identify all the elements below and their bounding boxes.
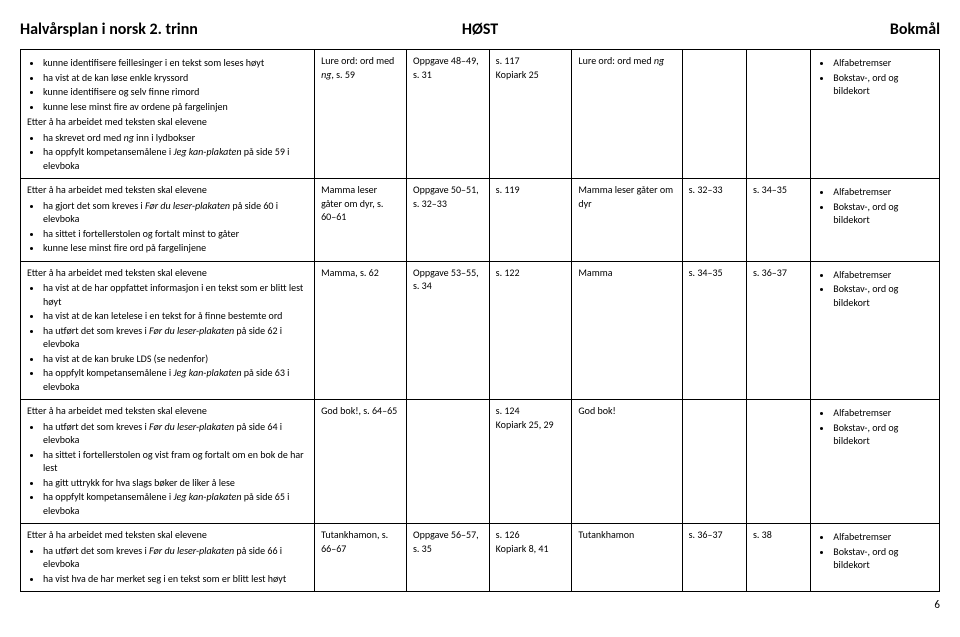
materials-cell: AlfabetremserBokstav-, ord og bildekort	[811, 524, 940, 592]
material-item: Bokstav-, ord og bildekort	[833, 421, 933, 448]
col5-cell: Mamma leser gåter om dyr	[572, 179, 682, 262]
material-item: Alfabetremser	[833, 406, 933, 420]
goal-item: ha vist hva de har merket seg i en tekst…	[43, 572, 308, 586]
col4-cell: s. 124Kopiark 25, 29	[489, 400, 572, 524]
goal-item: kunne lese minst fire ord på fargelinjen…	[43, 241, 308, 255]
goal-item: ha gitt uttrykk for hva slags bøker de l…	[43, 476, 308, 490]
col4-cell: s. 126Kopiark 8, 41	[489, 524, 572, 592]
goal-item: ha oppfylt kompetansemålene i Jeg kan-pl…	[43, 366, 308, 393]
col4-cell: s. 117Kopiark 25	[489, 50, 572, 179]
col3-cell	[406, 400, 489, 524]
col7-cell: s. 34–35	[746, 179, 810, 262]
page-number: 6	[20, 598, 940, 611]
goal-item: ha vist at de kan løse enkle kryssord	[43, 71, 308, 85]
source-cell: Mamma, s. 62	[315, 261, 407, 400]
lead-text: Etter å ha arbeidet med teksten skal ele…	[27, 266, 308, 280]
source-cell: God bok!, s. 64–65	[315, 400, 407, 524]
goals-cell: Etter å ha arbeidet med teksten skal ele…	[21, 400, 315, 524]
col5-cell: Lure ord: ord med ng	[572, 50, 682, 179]
table-row: Etter å ha arbeidet med teksten skal ele…	[21, 400, 940, 524]
col5-cell: God bok!	[572, 400, 682, 524]
materials-cell: AlfabetremserBokstav-, ord og bildekort	[811, 400, 940, 524]
col3-cell: Oppgave 50–51, s. 32–33	[406, 179, 489, 262]
goal-item: ha utført det som kreves i Før du leser-…	[43, 324, 308, 351]
col3-cell: Oppgave 48–49, s. 31	[406, 50, 489, 179]
lead-text: Etter å ha arbeidet med teksten skal ele…	[27, 528, 308, 542]
source-cell: Lure ord: ord med ng, s. 59	[315, 50, 407, 179]
table-row: kunne identifisere feillesinger i en tek…	[21, 50, 940, 179]
materials-cell: AlfabetremserBokstav-, ord og bildekort	[811, 261, 940, 400]
col4-cell: s. 119	[489, 179, 572, 262]
col7-cell	[746, 400, 810, 524]
goal-item: ha sittet i fortellerstolen og vist fram…	[43, 448, 308, 475]
materials-cell: AlfabetremserBokstav-, ord og bildekort	[811, 179, 940, 262]
header-right: Bokmål	[633, 20, 940, 39]
goals-cell: Etter å ha arbeidet med teksten skal ele…	[21, 179, 315, 262]
plan-table: kunne identifisere feillesinger i en tek…	[20, 49, 940, 592]
col6-cell	[682, 400, 746, 524]
table-row: Etter å ha arbeidet med teksten skal ele…	[21, 524, 940, 592]
col5-cell: Tutankhamon	[572, 524, 682, 592]
goals-cell: Etter å ha arbeidet med teksten skal ele…	[21, 261, 315, 400]
material-item: Alfabetremser	[833, 530, 933, 544]
col7-cell: s. 36–37	[746, 261, 810, 400]
goal-item: ha skrevet ord med ng inn i lydbokser	[43, 131, 308, 145]
col5-cell: Mamma	[572, 261, 682, 400]
material-item: Bokstav-, ord og bildekort	[833, 200, 933, 227]
goal-item: ha vist at de kan bruke LDS (se nedenfor…	[43, 352, 308, 366]
source-cell: Mamma leser gåter om dyr, s. 60–61	[315, 179, 407, 262]
goal-item: ha sittet i fortellerstolen og fortalt m…	[43, 227, 308, 241]
goals-cell: Etter å ha arbeidet med teksten skal ele…	[21, 524, 315, 592]
material-item: Bokstav-, ord og bildekort	[833, 71, 933, 98]
source-cell: Tutankhamon, s. 66–67	[315, 524, 407, 592]
col7-cell	[746, 50, 810, 179]
material-item: Alfabetremser	[833, 268, 933, 282]
goal-item: ha vist at de kan letelese i en tekst fo…	[43, 309, 308, 323]
materials-cell: AlfabetremserBokstav-, ord og bildekort	[811, 50, 940, 179]
table-row: Etter å ha arbeidet med teksten skal ele…	[21, 179, 940, 262]
goal-item: ha gjort det som kreves i Før du leser-p…	[43, 199, 308, 226]
lead-text: Etter å ha arbeidet med teksten skal ele…	[27, 183, 308, 197]
goal-item: ha utført det som kreves i Før du leser-…	[43, 420, 308, 447]
lead-text: Etter å ha arbeidet med teksten skal ele…	[27, 115, 308, 129]
material-item: Bokstav-, ord og bildekort	[833, 545, 933, 572]
col3-cell: Oppgave 53–55, s. 34	[406, 261, 489, 400]
goals-cell: kunne identifisere feillesinger i en tek…	[21, 50, 315, 179]
page-header: Halvårsplan i norsk 2. trinn HØST Bokmål	[20, 20, 940, 39]
col6-cell	[682, 50, 746, 179]
goal-item: ha vist at de har oppfattet informasjon …	[43, 281, 308, 308]
goal-item: ha oppfylt kompetansemålene i Jeg kan-pl…	[43, 145, 308, 172]
table-row: Etter å ha arbeidet med teksten skal ele…	[21, 261, 940, 400]
material-item: Alfabetremser	[833, 56, 933, 70]
material-item: Bokstav-, ord og bildekort	[833, 282, 933, 309]
goal-item: ha oppfylt kompetansemålene i Jeg kan-pl…	[43, 490, 308, 517]
goal-item: kunne lese minst fire av ordene på farge…	[43, 100, 308, 114]
col4-cell: s. 122	[489, 261, 572, 400]
col7-cell: s. 38	[746, 524, 810, 592]
material-item: Alfabetremser	[833, 185, 933, 199]
col6-cell: s. 34–35	[682, 261, 746, 400]
goal-item: kunne identifisere og selv finne rimord	[43, 85, 308, 99]
header-left: Halvårsplan i norsk 2. trinn	[20, 20, 327, 39]
header-center: HØST	[327, 20, 634, 39]
col6-cell: s. 36–37	[682, 524, 746, 592]
goal-item: ha utført det som kreves i Før du leser-…	[43, 544, 308, 571]
goal-item: kunne identifisere feillesinger i en tek…	[43, 56, 308, 70]
col6-cell: s. 32–33	[682, 179, 746, 262]
lead-text: Etter å ha arbeidet med teksten skal ele…	[27, 404, 308, 418]
col3-cell: Oppgave 56–57, s. 35	[406, 524, 489, 592]
